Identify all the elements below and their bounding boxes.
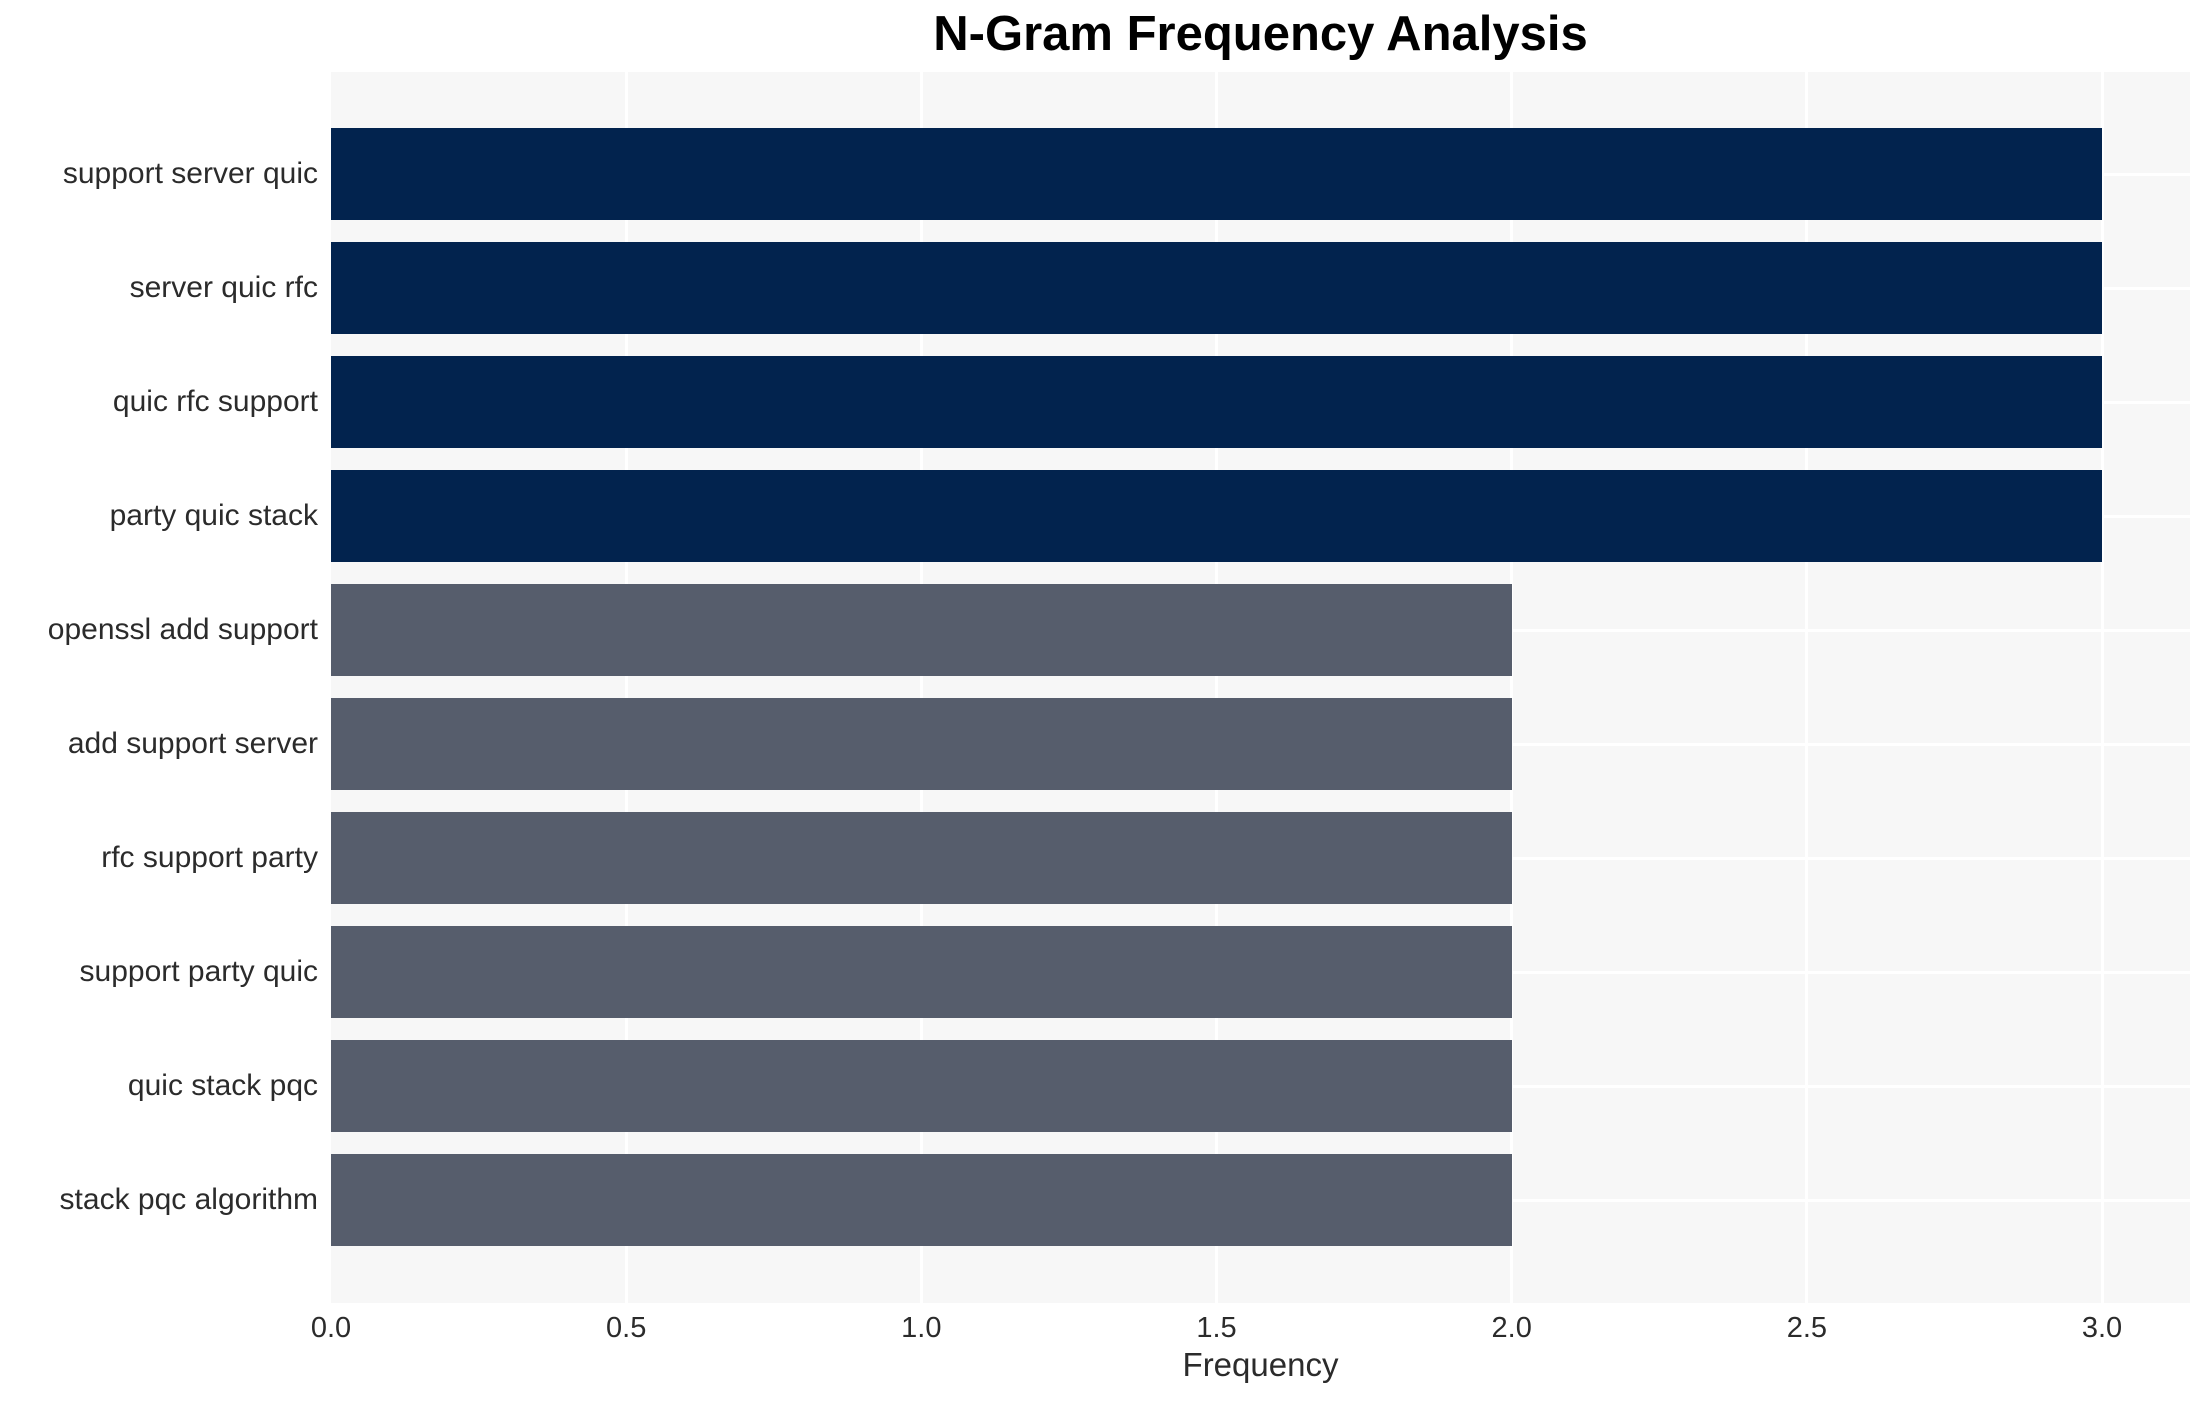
gridline-vertical (1215, 72, 1219, 1303)
x-tick-label: 3.0 (2081, 1312, 2123, 1344)
gridline-vertical (1510, 72, 1514, 1303)
bar (331, 1040, 1512, 1132)
x-tick-label: 0.0 (310, 1312, 352, 1344)
bar (331, 242, 2103, 334)
y-tick-label: party quic stack (109, 499, 318, 532)
y-tick-label: quic stack pqc (127, 1069, 318, 1102)
bar (331, 470, 2103, 562)
plot-area (331, 72, 2190, 1303)
y-tick-label: rfc support party (101, 841, 318, 874)
y-tick-label: stack pqc algorithm (59, 1183, 318, 1216)
y-tick-label: support party quic (79, 955, 318, 988)
y-tick-label: add support server (67, 727, 318, 760)
bar (331, 926, 1512, 1018)
gridline-vertical (919, 72, 923, 1303)
x-axis-label: Frequency (1182, 1346, 1339, 1383)
y-tick-label: support server quic (62, 157, 318, 190)
bar (331, 584, 1512, 676)
x-tick-label: 2.0 (1491, 1312, 1532, 1344)
gridline-vertical (624, 72, 628, 1303)
gridline-vertical (1805, 72, 1809, 1303)
bar (331, 698, 1512, 790)
y-tick-label: quic rfc support (112, 385, 318, 418)
x-tick-label: 1.5 (1196, 1312, 1237, 1344)
x-tick-label: 2.5 (1786, 1312, 1828, 1344)
gridline-vertical (2100, 72, 2104, 1303)
y-tick-label: openssl add support (47, 613, 318, 646)
x-tick-label: 1.0 (901, 1312, 942, 1344)
bar (331, 1154, 1512, 1246)
bar (331, 812, 1512, 904)
bar (331, 356, 2103, 448)
bar (331, 128, 2103, 220)
x-tick-label: 0.5 (606, 1312, 647, 1344)
y-tick-label: server quic rfc (129, 271, 318, 304)
chart-title: N-Gram Frequency Analysis (933, 7, 1588, 61)
